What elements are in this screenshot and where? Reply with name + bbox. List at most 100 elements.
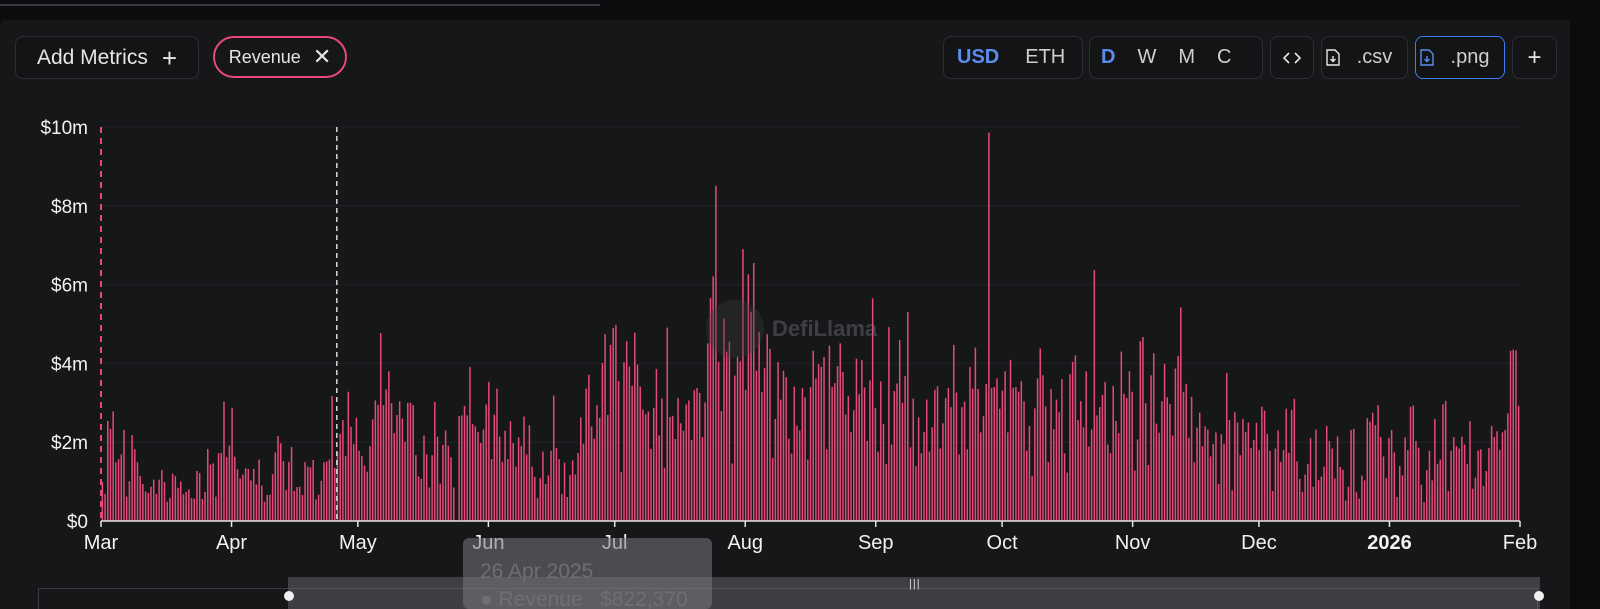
revenue-bar bbox=[842, 372, 844, 521]
revenue-bar bbox=[534, 476, 536, 521]
currency-option-usd[interactable]: USD bbox=[957, 46, 1000, 68]
revenue-bar bbox=[396, 415, 398, 521]
revenue-bar bbox=[1020, 381, 1023, 521]
revenue-bar bbox=[1204, 426, 1206, 521]
revenue-bar bbox=[544, 483, 547, 521]
x-tick-label: Feb bbox=[1503, 532, 1537, 554]
revenue-bar bbox=[393, 433, 396, 521]
revenue-bar bbox=[925, 399, 928, 521]
download-csv-button[interactable]: .csv bbox=[1321, 36, 1408, 79]
metric-chip-revenue[interactable]: Revenue ✕ bbox=[213, 36, 347, 78]
revenue-bar bbox=[753, 262, 755, 521]
range-slider-handle-right[interactable] bbox=[1534, 591, 1544, 601]
range-slider-handle-left[interactable] bbox=[284, 591, 294, 601]
revenue-bar bbox=[1123, 393, 1125, 521]
revenue-bar bbox=[585, 388, 587, 521]
revenue-bar bbox=[136, 462, 139, 521]
revenue-bar bbox=[1112, 385, 1114, 521]
add-metrics-button[interactable]: Add Metrics + bbox=[15, 36, 199, 79]
revenue-bar bbox=[955, 392, 958, 521]
period-option-w[interactable]: W bbox=[1137, 46, 1157, 68]
revenue-bar bbox=[844, 414, 847, 521]
period-option-m[interactable]: M bbox=[1178, 46, 1196, 68]
revenue-bar bbox=[1266, 433, 1269, 521]
revenue-bar bbox=[963, 401, 966, 521]
revenue-bar bbox=[1036, 378, 1039, 521]
revenue-bar bbox=[493, 414, 496, 521]
revenue-bar bbox=[1077, 420, 1079, 521]
revenue-bar bbox=[109, 428, 112, 521]
revenue-bar bbox=[666, 327, 668, 521]
revenue-bar bbox=[344, 455, 347, 521]
revenue-bar bbox=[882, 424, 885, 521]
period-option-c[interactable]: C bbox=[1217, 46, 1232, 68]
embed-button[interactable] bbox=[1270, 36, 1314, 79]
revenue-bar bbox=[815, 378, 817, 521]
revenue-bar bbox=[1044, 406, 1047, 521]
revenue-bar bbox=[1171, 435, 1174, 521]
y-axis: $0 $2m $4m $6m $8m $10m bbox=[40, 118, 88, 533]
revenue-bar-chart: $0$2m$4m$6m$8m$10m MarAprMayJunJulAugSep… bbox=[40, 118, 1537, 554]
revenue-bar bbox=[234, 456, 236, 521]
revenue-bar bbox=[1493, 437, 1496, 521]
revenue-bar bbox=[747, 274, 750, 521]
revenue-bar bbox=[663, 467, 666, 521]
revenue-bar bbox=[1155, 423, 1158, 521]
more-button[interactable]: + bbox=[1512, 36, 1557, 79]
revenue-bar bbox=[731, 463, 733, 521]
revenue-bar bbox=[252, 468, 255, 521]
revenue-bar bbox=[650, 448, 652, 521]
revenue-bar bbox=[531, 466, 533, 521]
revenue-bar bbox=[528, 425, 531, 521]
x-tick-label: Nov bbox=[1115, 532, 1151, 554]
revenue-bar bbox=[1242, 418, 1244, 521]
revenue-bar bbox=[596, 405, 598, 521]
revenue-bar bbox=[436, 436, 439, 521]
revenue-bar bbox=[804, 397, 806, 521]
revenue-bar bbox=[1212, 444, 1214, 521]
revenue-bar bbox=[1134, 470, 1136, 521]
revenue-bar bbox=[442, 444, 444, 521]
download-png-button[interactable]: .png bbox=[1415, 36, 1505, 79]
revenue-bar bbox=[834, 383, 836, 521]
revenue-bar bbox=[953, 344, 955, 521]
revenue-bar bbox=[958, 454, 960, 521]
revenue-bar bbox=[1396, 496, 1398, 521]
revenue-bar bbox=[1471, 488, 1474, 521]
drag-handle-icon[interactable]: ||| bbox=[909, 578, 921, 590]
revenue-bar bbox=[598, 417, 601, 521]
revenue-bar bbox=[634, 332, 636, 521]
revenue-bar bbox=[1442, 404, 1444, 521]
currency-option-eth[interactable]: ETH bbox=[1025, 46, 1066, 68]
revenue-bar bbox=[858, 394, 860, 521]
revenue-bar bbox=[823, 357, 825, 521]
close-icon[interactable]: ✕ bbox=[312, 44, 332, 69]
revenue-bar bbox=[1461, 436, 1463, 521]
revenue-bar bbox=[850, 431, 852, 521]
revenue-bar bbox=[1050, 389, 1052, 521]
revenue-bar bbox=[215, 496, 217, 521]
revenue-bar bbox=[271, 474, 274, 521]
x-tick-label: Aug bbox=[727, 532, 763, 554]
revenue-bar bbox=[1444, 400, 1447, 521]
revenue-bar bbox=[669, 416, 671, 521]
revenue-bar bbox=[452, 487, 455, 521]
revenue-bar bbox=[861, 360, 863, 521]
add-metrics-label: Add Metrics bbox=[36, 45, 148, 69]
revenue-bar bbox=[1428, 450, 1431, 521]
revenue-bar bbox=[380, 333, 382, 521]
revenue-bar bbox=[566, 496, 568, 521]
revenue-bar bbox=[225, 457, 228, 521]
revenue-bar bbox=[917, 417, 920, 521]
revenue-bar bbox=[1355, 492, 1358, 521]
revenue-bar bbox=[107, 420, 109, 521]
revenue-bar bbox=[1028, 426, 1031, 521]
revenue-bar bbox=[1455, 446, 1458, 521]
revenue-bar bbox=[496, 388, 498, 521]
revenue-bar bbox=[755, 370, 758, 521]
revenue-bar bbox=[444, 430, 447, 521]
revenue-bar bbox=[1480, 449, 1482, 521]
period-option-d[interactable]: D bbox=[1101, 46, 1116, 68]
revenue-bar bbox=[901, 402, 904, 521]
revenue-bar bbox=[1374, 425, 1377, 521]
